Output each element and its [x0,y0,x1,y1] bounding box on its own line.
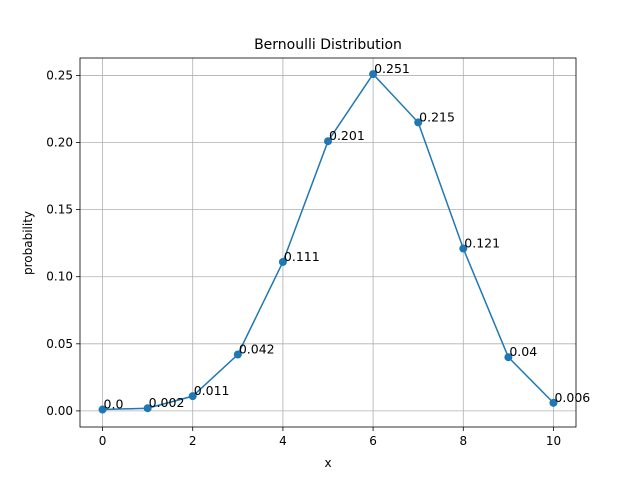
y-tick-label: 0.00 [46,404,73,418]
x-tick-label: 6 [369,434,377,448]
y-tick-label: 0.15 [46,203,73,217]
data-label: 0.215 [419,109,455,124]
y-axis-label: probability [21,211,35,275]
data-label: 0.111 [284,249,320,264]
x-tick-label: 4 [279,434,287,448]
data-label: 0.0 [104,397,124,412]
data-point [369,70,378,79]
data-label: 0.251 [374,61,410,76]
data-labels-group: 0.0 0.002 0.011 0.042 0.111 0.201 0.251 0.215 0.… [104,61,591,411]
data-label: 0.04 [509,344,537,359]
y-tick-label: 0.25 [46,68,73,82]
x-axis-label: x [324,456,331,470]
series-group [98,70,558,414]
x-tick-label: 2 [189,434,197,448]
grid [80,58,576,427]
axes-frame [79,57,577,428]
x-tick-label: 10 [546,434,561,448]
x-tick-label: 0 [99,434,107,448]
data-point [98,405,107,414]
data-point [278,257,287,266]
ticks-group: 0 2 4 6 8 10 0.00 0.05 0.10 0.15 0.20 0.25 [46,68,561,448]
data-label: 0.121 [464,236,500,251]
y-tick-label: 0.10 [46,270,73,284]
data-label: 0.002 [149,395,185,410]
data-label: 0.006 [554,390,590,405]
y-tick-label: 0.05 [46,337,73,351]
data-point [188,392,197,401]
data-point [504,353,513,362]
chart-title: Bernoulli Distribution [254,37,402,53]
data-point [143,404,152,413]
data-label: 0.201 [329,128,365,143]
data-point [549,398,558,407]
data-point [324,137,332,146]
y-tick-label: 0.20 [46,136,73,150]
data-point [459,244,468,253]
data-label: 0.011 [194,383,230,398]
data-label: 0.042 [239,342,275,357]
plot-area-frame [79,57,577,428]
x-tick-label: 8 [459,434,467,448]
data-point [233,350,242,359]
data-point [414,118,423,127]
